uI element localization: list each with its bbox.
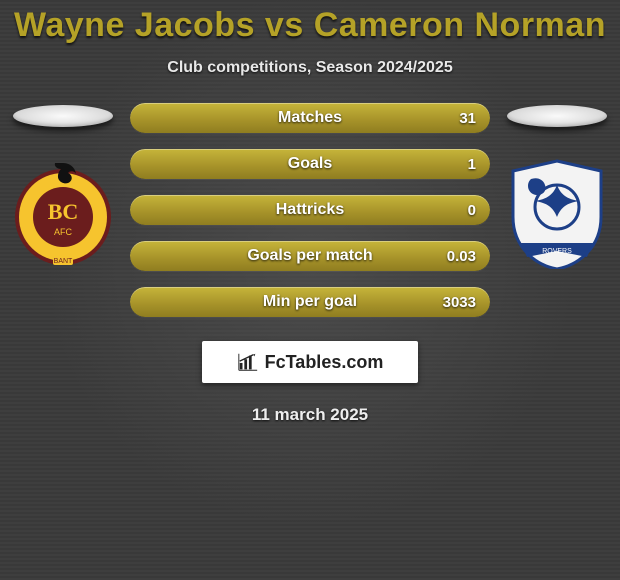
comparison-layout: BC AFC BANT Matches31 Goals1 Hattricks0 Goa…: [0, 103, 620, 317]
stat-bar-right-fill: [130, 103, 490, 133]
right-player-column: ROVERS: [502, 103, 612, 317]
stat-bar-right-fill: [130, 287, 490, 317]
branding-badge: FcTables.com: [202, 341, 418, 383]
stat-bar-right-fill: [130, 195, 490, 225]
svg-text:AFC: AFC: [54, 227, 73, 237]
svg-text:ROVERS: ROVERS: [542, 248, 572, 255]
stat-bar: Goals per match0.03: [130, 241, 490, 271]
stat-bar: Goals1: [130, 149, 490, 179]
stat-bar: Matches31: [130, 103, 490, 133]
page-title: Wayne Jacobs vs Cameron Norman: [0, 0, 620, 45]
page-subtitle: Club competitions, Season 2024/2025: [0, 59, 620, 77]
svg-text:BC: BC: [48, 199, 79, 224]
stat-bar-right-fill: [130, 241, 490, 271]
stat-bar-right-fill: [130, 149, 490, 179]
bar-chart-icon: [237, 351, 259, 373]
stat-bars: Matches31 Goals1 Hattricks0 Goals per match…: [130, 103, 490, 317]
left-club-crest: BC AFC BANT: [13, 157, 113, 269]
stat-bar: Min per goal3033: [130, 287, 490, 317]
svg-text:BANT: BANT: [54, 258, 73, 265]
right-club-crest: ROVERS: [507, 157, 607, 269]
branding-text: FcTables.com: [265, 352, 384, 373]
left-player-column: BC AFC BANT: [8, 103, 118, 317]
update-date: 11 march 2025: [0, 405, 620, 425]
right-player-photo-placeholder: [507, 105, 607, 127]
stat-bar: Hattricks0: [130, 195, 490, 225]
left-player-photo-placeholder: [13, 105, 113, 127]
